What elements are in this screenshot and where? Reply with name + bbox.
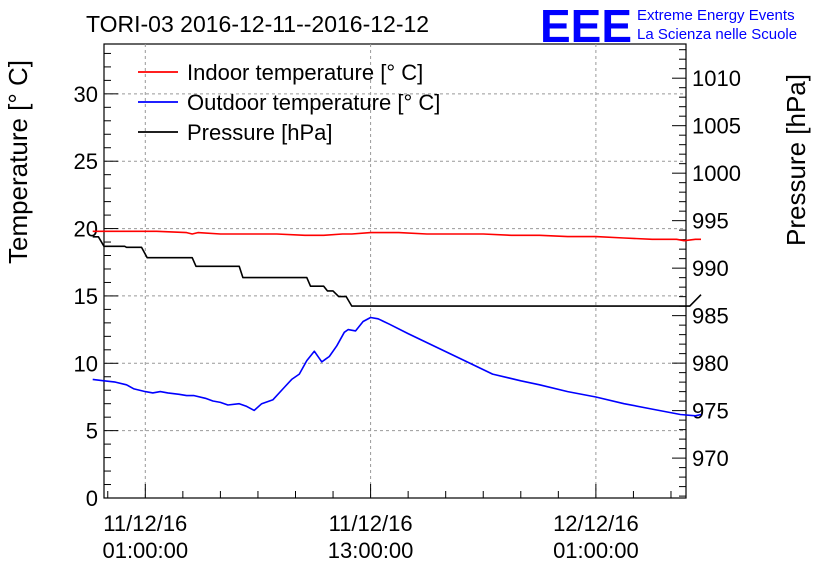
left-tick-label: 25 — [74, 149, 98, 174]
series-line-1 — [92, 316, 702, 417]
x-tick-label-time: 01:00:00 — [553, 538, 639, 563]
legend-label: Outdoor temperature [° C] — [187, 90, 440, 115]
legend-label: Indoor temperature [° C] — [187, 60, 423, 85]
left-y-axis: 0 5 10 15 20 25 30 — [74, 52, 118, 511]
right-tick-label: 985 — [692, 304, 729, 329]
eee-logo: EEE Extreme Energy Events La Scienza nel… — [540, 0, 797, 52]
right-tick-label: 995 — [692, 209, 729, 234]
x-tick-label-date: 12/12/16 — [553, 511, 639, 536]
plot-frame — [103, 43, 687, 499]
x-tick-label-date: 11/12/16 — [103, 511, 187, 536]
y2-axis-title: Pressure [hPa] — [781, 74, 811, 246]
left-tick-label: 0 — [86, 486, 98, 511]
right-tick-label: 1010 — [692, 66, 741, 91]
series-line-2 — [92, 236, 702, 307]
left-tick-label: 15 — [74, 284, 98, 309]
series-lines — [92, 230, 702, 417]
eee-logo-mark: EEE — [540, 0, 632, 52]
x-tick-label-time: 01:00:00 — [102, 538, 188, 563]
x-tick-label-time: 13:00:00 — [328, 538, 414, 563]
left-tick-label: 20 — [74, 217, 98, 242]
right-tick-label: 1005 — [692, 114, 741, 139]
left-tick-label: 10 — [74, 351, 98, 376]
right-tick-label: 1000 — [692, 161, 741, 186]
series-line-0 — [92, 230, 701, 242]
grid-lines — [104, 44, 686, 498]
x-axis: 11/12/1601:00:0011/12/1613:00:0012/12/16… — [102, 484, 672, 563]
eee-logo-line2: La Scienza nelle Scuole — [637, 26, 797, 43]
chart-title: TORI-03 2016-12-11--2016-12-12 — [86, 11, 429, 37]
right-tick-label: 975 — [692, 399, 729, 424]
legend: Indoor temperature [° C] Outdoor temperat… — [138, 60, 440, 145]
right-tick-label: 980 — [692, 351, 729, 376]
right-y-axis: 970 975 980 985 990 995 1000 1005 1010 — [672, 49, 741, 497]
right-tick-label: 970 — [692, 446, 729, 471]
x-tick-label-date: 11/12/16 — [329, 511, 413, 536]
left-tick-label: 5 — [86, 419, 98, 444]
eee-logo-line1: Extreme Energy Events — [637, 7, 795, 24]
legend-label: Pressure [hPa] — [187, 120, 333, 145]
right-tick-label: 990 — [692, 256, 729, 281]
y-axis-title: Temperature [° C] — [3, 60, 33, 264]
left-tick-label: 30 — [74, 82, 98, 107]
